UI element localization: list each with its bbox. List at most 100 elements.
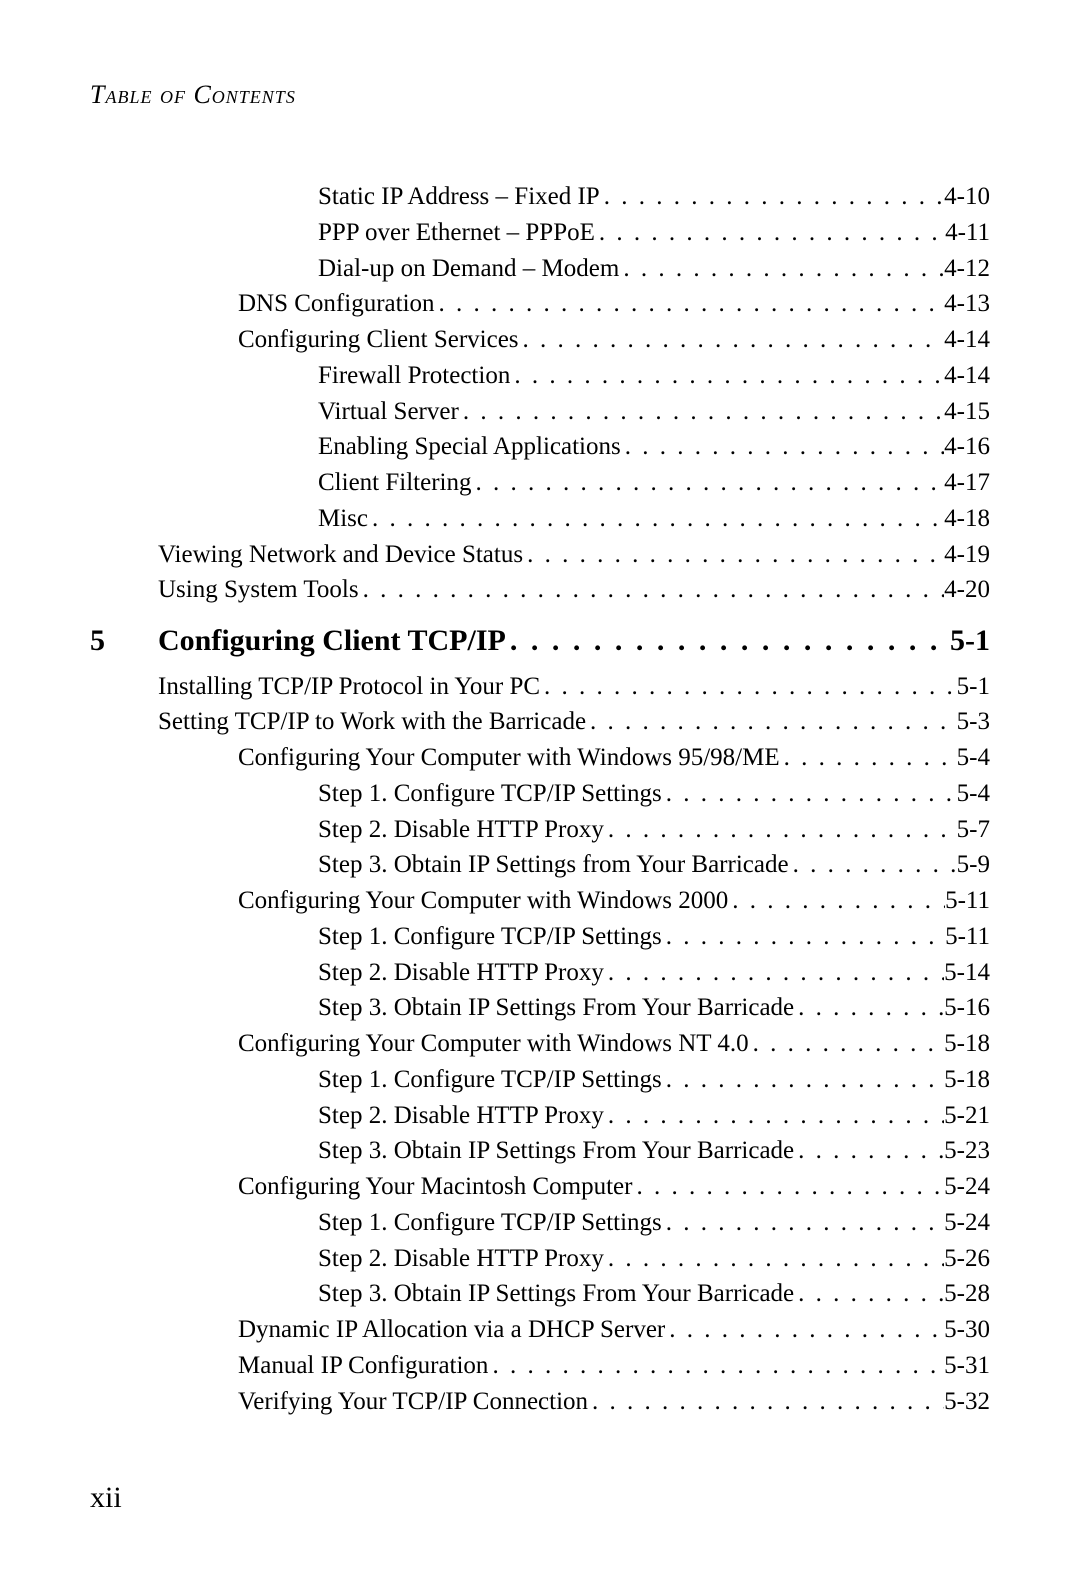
toc-entry: Step 1. Configure TCP/IP Settings 5-4 <box>90 777 990 811</box>
toc-entry: Installing TCP/IP Protocol in Your PC5-1 <box>90 670 990 704</box>
toc-label: Verifying Your TCP/IP Connection <box>238 1385 588 1419</box>
toc-label: Step 3. Obtain IP Settings From Your Bar… <box>318 1277 794 1311</box>
toc-entry: Configuring Your Computer with Windows 9… <box>90 741 990 775</box>
toc-label: Dynamic IP Allocation via a DHCP Server <box>238 1313 665 1347</box>
toc-leader <box>595 216 945 250</box>
toc-label: Step 2. Disable HTTP Proxy <box>318 813 604 847</box>
toc-leader <box>488 1349 944 1383</box>
toc-page: 4-12 <box>944 252 990 286</box>
toc-label: Step 1. Configure TCP/IP Settings <box>318 920 662 954</box>
toc-label: Viewing Network and Device Status <box>158 538 523 572</box>
toc-entry: Step 3. Obtain IP Settings from Your Bar… <box>90 848 990 882</box>
toc-page: 4-14 <box>944 323 990 357</box>
toc-page: 5-11 <box>945 884 990 918</box>
toc-page: 4-14 <box>944 359 990 393</box>
toc-label: Configuring Client TCP/IP <box>158 621 506 662</box>
toc-label: Misc <box>318 502 368 536</box>
toc-entry: Step 1. Configure TCP/IP Settings 5-11 <box>90 920 990 954</box>
toc-page: 5-23 <box>944 1134 990 1168</box>
toc-page: 4-18 <box>944 502 990 536</box>
toc-page: 5-16 <box>944 991 990 1025</box>
toc-page: 5-1 <box>950 621 990 662</box>
toc-leader <box>506 621 950 662</box>
toc-leader <box>510 359 944 393</box>
toc-entry: Verifying Your TCP/IP Connection 5-32 <box>90 1385 990 1419</box>
toc-leader <box>604 956 944 990</box>
toc-page: 5-32 <box>944 1385 990 1419</box>
toc-label: Client Filtering <box>318 466 471 500</box>
toc-entry: Configuring Your Computer with Windows N… <box>90 1027 990 1061</box>
toc-page: 5-11 <box>945 920 990 954</box>
toc-label: Step 2. Disable HTTP Proxy <box>318 1242 604 1276</box>
toc-label: PPP over Ethernet – PPPoE <box>318 216 595 250</box>
toc-page: 5-3 <box>957 705 990 739</box>
toc-page: 5-4 <box>957 741 990 775</box>
toc-leader <box>586 705 957 739</box>
toc-label: Setting TCP/IP to Work with the Barricad… <box>158 705 586 739</box>
toc-entry: Step 1. Configure TCP/IP Settings 5-24 <box>90 1206 990 1240</box>
toc-page: 5-28 <box>944 1277 990 1311</box>
toc-leader <box>519 323 945 357</box>
toc-entry: Setting TCP/IP to Work with the Barricad… <box>90 705 990 739</box>
toc-leader <box>780 741 957 775</box>
toc-label: Using System Tools <box>158 573 359 607</box>
toc-entry: Configuring Your Macintosh Computer 5-24 <box>90 1170 990 1204</box>
toc-leader <box>621 430 944 464</box>
toc-label: Virtual Server <box>318 395 459 429</box>
toc-label: Configuring Your Computer with Windows N… <box>238 1027 749 1061</box>
toc-page: 5-7 <box>957 813 990 847</box>
toc-label: Step 2. Disable HTTP Proxy <box>318 956 604 990</box>
toc-label: Step 3. Obtain IP Settings from Your Bar… <box>318 848 789 882</box>
toc-label: Manual IP Configuration <box>238 1349 488 1383</box>
toc-entry: Step 2. Disable HTTP Proxy5-21 <box>90 1099 990 1133</box>
toc-label: Step 1. Configure TCP/IP Settings <box>318 1063 662 1097</box>
toc-leader <box>619 252 944 286</box>
page-header: Table of Contents <box>90 80 990 110</box>
toc-entry: Static IP Address – Fixed IP4-10 <box>90 180 990 214</box>
toc-page: 4-13 <box>944 287 990 321</box>
page-number: xii <box>90 1481 122 1515</box>
toc-leader <box>794 1277 944 1311</box>
toc-label: Firewall Protection <box>318 359 510 393</box>
toc-leader <box>662 1206 944 1240</box>
toc-page: 5-14 <box>944 956 990 990</box>
toc-label: Step 2. Disable HTTP Proxy <box>318 1099 604 1133</box>
toc-page: 5-18 <box>944 1063 990 1097</box>
toc-page: 5-24 <box>944 1170 990 1204</box>
toc-leader <box>794 991 944 1025</box>
toc-leader <box>662 1063 944 1097</box>
toc-entry: Step 3. Obtain IP Settings From Your Bar… <box>90 1134 990 1168</box>
toc-leader <box>794 1134 944 1168</box>
toc-label: Step 1. Configure TCP/IP Settings <box>318 1206 662 1240</box>
toc-leader <box>604 1242 944 1276</box>
toc-entry: Dynamic IP Allocation via a DHCP Server 5… <box>90 1313 990 1347</box>
toc-entry: Step 2. Disable HTTP Proxy 5-7 <box>90 813 990 847</box>
toc-entry: 5Configuring Client TCP/IP5-1 <box>90 621 990 662</box>
toc-entry: Client Filtering4-17 <box>90 466 990 500</box>
toc-leader <box>523 538 944 572</box>
toc-page: 5-18 <box>944 1027 990 1061</box>
toc-entry: Configuring Your Computer with Windows 2… <box>90 884 990 918</box>
toc-label: Step 1. Configure TCP/IP Settings <box>318 777 662 811</box>
toc-leader <box>459 395 944 429</box>
toc-entry: DNS Configuration4-13 <box>90 287 990 321</box>
toc-label: Configuring Your Computer with Windows 9… <box>238 741 780 775</box>
toc-entry: Manual IP Configuration 5-31 <box>90 1349 990 1383</box>
toc-page: 5-4 <box>957 777 990 811</box>
toc-page: 5-24 <box>944 1206 990 1240</box>
toc-leader <box>540 670 957 704</box>
toc-page: 5-31 <box>944 1349 990 1383</box>
toc-page: 5-30 <box>944 1313 990 1347</box>
toc-entry: Step 1. Configure TCP/IP Settings 5-18 <box>90 1063 990 1097</box>
toc-leader <box>604 1099 944 1133</box>
toc-page: 4-19 <box>944 538 990 572</box>
toc-label: Configuring Your Macintosh Computer <box>238 1170 632 1204</box>
toc-label: Step 3. Obtain IP Settings From Your Bar… <box>318 991 794 1025</box>
toc-label: Installing TCP/IP Protocol in Your PC <box>158 670 540 704</box>
toc-entry: Using System Tools4-20 <box>90 573 990 607</box>
toc-entry: Misc 4-18 <box>90 502 990 536</box>
toc-entry: Virtual Server4-15 <box>90 395 990 429</box>
toc-leader <box>662 920 945 954</box>
toc-leader <box>728 884 945 918</box>
toc-label: Configuring Your Computer with Windows 2… <box>238 884 728 918</box>
